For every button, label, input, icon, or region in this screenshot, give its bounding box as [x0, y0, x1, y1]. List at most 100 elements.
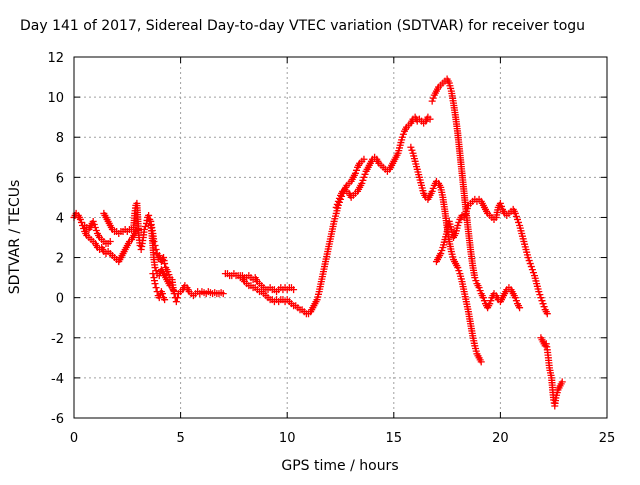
series-track-5: [149, 270, 169, 304]
x-tick-label: 25: [599, 431, 616, 446]
data-point-interp: [512, 212, 520, 220]
data-point: [91, 223, 99, 231]
data-point-interp: [463, 204, 471, 212]
data-point: [398, 133, 406, 141]
x-tick-label: 5: [176, 431, 184, 446]
data-point: [151, 264, 159, 272]
data-point: [149, 270, 157, 278]
data-point: [290, 286, 298, 294]
data-point-interp: [152, 267, 160, 275]
data-point-interp: [536, 291, 544, 299]
data-point: [351, 169, 359, 177]
x-tick-label: 20: [492, 431, 509, 446]
data-point-interp: [359, 176, 367, 184]
data-point-interp: [529, 269, 537, 277]
data-point: [140, 225, 148, 233]
data-point-interp: [472, 277, 480, 285]
data-point-interp: [141, 222, 149, 230]
data-point: [360, 155, 368, 163]
data-point: [219, 290, 227, 298]
y-tick-label: 8: [56, 131, 64, 146]
data-point: [511, 294, 519, 302]
data-point-interp: [515, 218, 523, 226]
data-point-interp: [80, 224, 88, 232]
data-point: [152, 284, 160, 292]
data-point: [106, 238, 114, 246]
data-point: [526, 260, 534, 268]
data-point-interp: [165, 271, 173, 279]
data-points: [70, 75, 566, 410]
data-point-interp: [77, 218, 85, 226]
series-track-2: [81, 217, 114, 248]
data-point: [454, 264, 462, 272]
data-point: [477, 358, 485, 366]
data-point-interp: [487, 297, 495, 305]
data-point-interp: [335, 194, 343, 202]
data-point-interp: [476, 287, 484, 295]
data-point-interp: [90, 220, 98, 228]
data-point: [155, 252, 163, 260]
x-tick-labels: 0 5 10 15 20 25: [70, 431, 615, 446]
data-point: [513, 215, 521, 223]
x-tick-label: 0: [70, 431, 78, 446]
data-point: [334, 197, 342, 205]
data-point-interp: [352, 166, 360, 174]
y-tick-label: -4: [51, 372, 64, 387]
y-tick-labels: -6 -4 -2 0 2 4 6 8 10 12: [47, 51, 64, 427]
data-point: [145, 211, 153, 219]
data-point: [537, 294, 545, 302]
data-point: [358, 179, 366, 187]
data-point: [454, 221, 462, 229]
data-point: [172, 298, 180, 306]
data-point: [426, 115, 434, 123]
data-point-interp: [480, 297, 488, 305]
data-point: [496, 199, 504, 207]
data-point-interp: [525, 257, 533, 265]
data-point: [437, 250, 445, 258]
data-point: [151, 280, 159, 288]
data-point: [462, 207, 470, 215]
data-point: [170, 288, 178, 296]
data-point: [76, 215, 84, 223]
data-point: [360, 173, 368, 181]
data-point: [471, 274, 479, 282]
series-track-9: [332, 113, 434, 211]
series-track-4: [147, 221, 178, 296]
data-point: [539, 300, 547, 308]
data-point: [511, 209, 519, 217]
chart-title: Day 141 of 2017, Sidereal Day-to-day VTE…: [20, 18, 585, 34]
data-point-interp: [497, 202, 505, 210]
series-track-12: [432, 195, 551, 318]
data-point-interp: [455, 267, 463, 275]
grid-lines: [74, 57, 607, 418]
data-point-interp: [92, 226, 100, 234]
data-point: [558, 378, 566, 386]
data-point: [428, 187, 436, 195]
data-point-interp: [429, 94, 437, 102]
data-point: [332, 203, 340, 211]
data-point-interp: [429, 184, 437, 192]
data-point-interp: [540, 303, 548, 311]
series-track-13: [537, 334, 566, 410]
data-point: [428, 97, 436, 105]
x-tick-label: 10: [279, 431, 296, 446]
y-tick-label: -6: [51, 412, 64, 427]
data-point: [528, 266, 536, 274]
x-axis-label: GPS time / hours: [281, 458, 398, 474]
y-axis-label: SDTVAR / TECUs: [7, 180, 23, 295]
data-point-interp: [538, 297, 546, 305]
y-tick-label: 2: [56, 252, 64, 267]
data-point-interp: [512, 297, 520, 305]
data-point-interp: [461, 210, 469, 218]
data-point: [158, 290, 166, 298]
y-tick-label: 10: [47, 91, 64, 106]
y-tick-label: 6: [56, 171, 64, 186]
data-point-interp: [455, 218, 463, 226]
data-point: [475, 284, 483, 292]
data-point-interp: [399, 130, 407, 138]
data-point: [407, 143, 415, 151]
data-point: [543, 310, 551, 318]
series-track-10: [407, 143, 485, 366]
y-tick-label: 12: [47, 51, 64, 66]
